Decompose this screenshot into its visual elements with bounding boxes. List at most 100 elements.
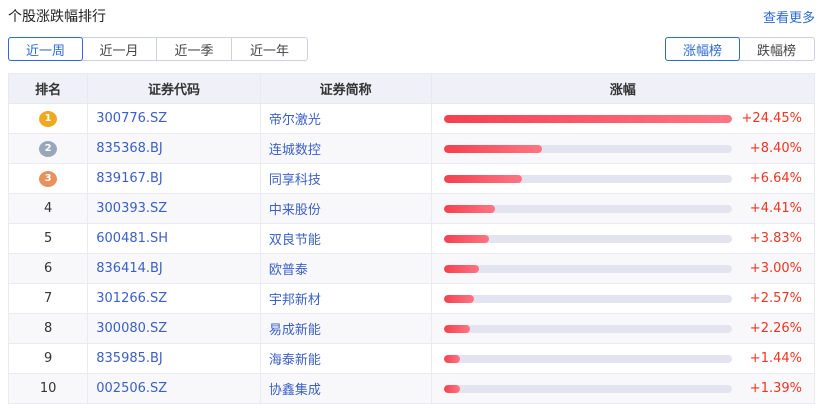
table-row: 9 835985.BJ 海泰新能 +1.44%	[7, 343, 816, 374]
code-link[interactable]: 300776.SZ	[87, 103, 261, 134]
table-row: 6 836414.BJ 欧普泰 +3.00%	[7, 253, 816, 284]
col-change: 涨幅	[430, 73, 816, 104]
code-link[interactable]: 300393.SZ	[87, 193, 261, 224]
change-cell: +1.39%	[430, 373, 816, 404]
rank-number: 4	[43, 201, 53, 216]
rank-cell: 5	[7, 223, 89, 254]
change-bar-fill	[443, 384, 460, 393]
change-cell: +2.57%	[430, 283, 816, 314]
tab-year[interactable]: 近一年	[249, 43, 289, 59]
name-link[interactable]: 帝尔激光	[259, 103, 432, 134]
rank-cell: 6	[7, 253, 89, 284]
change-bar-track	[443, 174, 732, 183]
name-link[interactable]: 同享科技	[259, 163, 432, 194]
rank-number: 7	[43, 291, 53, 306]
table-row: 8 300080.SZ 易成新能 +2.26%	[7, 313, 816, 344]
change-value: +2.26%	[749, 321, 802, 336]
rank-number: 6	[43, 261, 53, 276]
table-row: 4 300393.SZ 中来股份 +4.41%	[7, 193, 816, 224]
table-row: 10 002506.SZ 协鑫集成 +1.39%	[7, 373, 816, 404]
name-link[interactable]: 双良节能	[259, 223, 432, 254]
change-bar-fill	[443, 294, 474, 303]
tab-month[interactable]: 近一月	[82, 38, 157, 60]
table-row: 7 301266.SZ 宇邦新材 +2.57%	[7, 283, 816, 314]
change-bar-fill	[443, 144, 543, 153]
table-row: 1 300776.SZ 帝尔激光 +24.45%	[7, 103, 816, 134]
rank-cell: 1	[7, 103, 89, 134]
code-link[interactable]: 835985.BJ	[87, 343, 261, 374]
code-link[interactable]: 600481.SH	[87, 223, 261, 254]
change-bar-track	[443, 384, 732, 393]
tab-week[interactable]: 近一周	[8, 37, 83, 61]
change-value: +1.39%	[749, 381, 802, 396]
change-bar-track	[443, 324, 732, 333]
tab-gainers[interactable]: 涨幅榜	[665, 37, 740, 61]
medal-icon: 1	[39, 110, 58, 127]
change-cell: +3.83%	[430, 223, 816, 254]
change-value: +3.00%	[749, 261, 802, 276]
change-cell: +8.40%	[430, 133, 816, 164]
change-bar-fill	[443, 324, 471, 333]
code-link[interactable]: 002506.SZ	[87, 373, 261, 404]
change-bar-fill	[443, 354, 461, 363]
medal-icon: 2	[39, 140, 58, 157]
name-link[interactable]: 宇邦新材	[259, 283, 432, 314]
change-bar-fill	[443, 204, 496, 213]
code-link[interactable]: 301266.SZ	[87, 283, 261, 314]
change-bar-fill	[443, 174, 522, 183]
change-cell: +1.44%	[430, 343, 816, 374]
table-row: 3 839167.BJ 同享科技 +6.64%	[7, 163, 816, 194]
rank-cell: 8	[7, 313, 89, 344]
change-cell: +4.41%	[430, 193, 816, 224]
code-link[interactable]: 300080.SZ	[87, 313, 261, 344]
rank-cell: 2	[7, 133, 89, 164]
change-bar-track	[443, 294, 732, 303]
change-bar-track	[443, 234, 732, 243]
change-cell: +2.26%	[430, 313, 816, 344]
ranking-table: 排名 证券代码 证券简称 涨幅 1 300776.SZ 帝尔激光 +24.45%…	[7, 73, 816, 404]
change-cell: +3.00%	[430, 253, 816, 284]
change-value: +1.44%	[749, 351, 802, 366]
rank-cell: 4	[7, 193, 89, 224]
change-bar-track	[443, 264, 732, 273]
col-code: 证券代码	[87, 73, 261, 104]
medal-icon: 3	[39, 170, 58, 187]
rank-cell: 9	[7, 343, 89, 374]
change-bar-track	[443, 204, 732, 213]
name-link[interactable]: 协鑫集成	[259, 373, 432, 404]
change-value: +6.64%	[749, 171, 802, 186]
code-link[interactable]: 839167.BJ	[87, 163, 261, 194]
name-link[interactable]: 欧普泰	[259, 253, 432, 284]
name-link[interactable]: 海泰新能	[259, 343, 432, 374]
change-value: +4.41%	[749, 201, 802, 216]
change-value: +3.83%	[749, 231, 802, 246]
change-bar-track	[443, 114, 732, 123]
change-cell: +6.64%	[430, 163, 816, 194]
change-bar-fill	[443, 264, 479, 273]
name-link[interactable]: 中来股份	[259, 193, 432, 224]
rank-number: 9	[43, 351, 53, 366]
rank-number: 5	[43, 231, 53, 246]
page-title: 个股涨跌幅排行	[8, 9, 106, 25]
table-row: 2 835368.BJ 连城数控 +8.40%	[7, 133, 816, 164]
rank-cell: 10	[7, 373, 89, 404]
rank-cell: 7	[7, 283, 89, 314]
rank-number: 10	[39, 381, 57, 396]
code-link[interactable]: 835368.BJ	[87, 133, 261, 164]
rank-cell: 3	[7, 163, 89, 194]
change-bar-track	[443, 354, 732, 363]
change-bar-fill	[443, 114, 732, 123]
code-link[interactable]: 836414.BJ	[87, 253, 261, 284]
name-link[interactable]: 易成新能	[259, 313, 432, 344]
table-header: 排名 证券代码 证券简称 涨幅	[7, 73, 816, 104]
table-row: 5 600481.SH 双良节能 +3.83%	[7, 223, 816, 254]
col-rank: 排名	[7, 73, 89, 104]
change-value: +24.45%	[741, 111, 802, 126]
view-more-link[interactable]: 查看更多	[762, 11, 815, 26]
col-name: 证券简称	[259, 73, 432, 104]
change-value: +8.40%	[749, 141, 802, 156]
rank-type-tabs: 涨幅榜 跌幅榜	[665, 37, 815, 61]
tab-losers[interactable]: 跌幅榜	[756, 43, 796, 59]
name-link[interactable]: 连城数控	[259, 133, 432, 164]
tab-quarter[interactable]: 近一季	[157, 38, 232, 60]
